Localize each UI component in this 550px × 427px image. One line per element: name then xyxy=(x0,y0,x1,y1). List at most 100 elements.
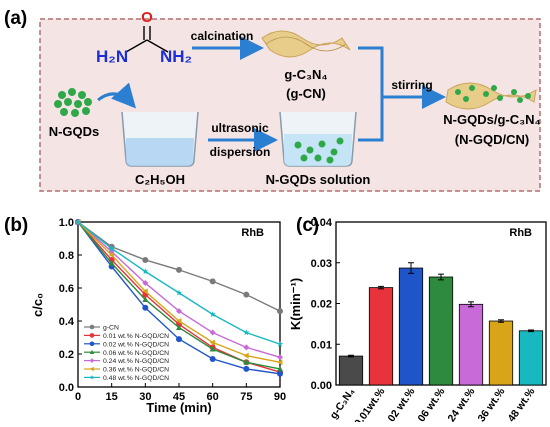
y-tick-label-b: 0.4 xyxy=(59,316,75,328)
legend-marker xyxy=(89,374,95,380)
annotation-c: RhB xyxy=(509,227,532,239)
y-tick-label-c: 0.00 xyxy=(311,380,332,392)
product-label: N-GQDs/g-C₃N₄ xyxy=(443,112,540,127)
solution-label: N-GQDs solution xyxy=(266,172,371,187)
legend-marker xyxy=(89,333,95,338)
data-point xyxy=(276,340,284,347)
x-tick-label-b: 0 xyxy=(75,391,81,403)
bar xyxy=(518,330,544,386)
data-point xyxy=(277,370,283,377)
data-point xyxy=(142,280,149,287)
panel-label-b: (b) xyxy=(4,215,28,236)
ngqds-dots xyxy=(54,88,92,117)
data-point xyxy=(209,329,216,336)
data-point xyxy=(176,308,182,315)
beaker-solution xyxy=(279,111,357,167)
y-tick-label-c: 0.01 xyxy=(311,339,332,351)
data-point xyxy=(243,359,250,365)
data-point xyxy=(243,291,250,298)
data-point xyxy=(243,352,249,359)
legend-label: 0.06 wt.% N-GQD/CN xyxy=(103,350,169,357)
legend-label: 0.01 wt.% N-GQD/CN xyxy=(103,333,169,340)
data-point xyxy=(209,278,216,285)
legend-b: g-CN0.01 wt.% N-GQD/CN0.02 wt.% N-GQD/CN… xyxy=(84,325,169,382)
data-point xyxy=(74,218,82,225)
axis-ticks-b: 0 15 30 45 60 75 90 0.0 0.2 0.4 0.6 0.8 1.0 xyxy=(59,217,286,403)
degradation-line-chart: (b) 0 15 30 45 60 75 90 0.0 0.2 0.4 0.6 0.8 1.0 g-CN… xyxy=(4,215,286,415)
data-point xyxy=(142,296,149,302)
data-point xyxy=(176,324,182,330)
y-tick-label-b: 0.2 xyxy=(59,349,74,361)
urea-molecule: O H₂N NH₂ xyxy=(96,9,192,66)
legend-marker xyxy=(89,366,94,372)
legend-label: g-CN xyxy=(103,325,119,332)
xlabel-b: Time (min) xyxy=(146,400,212,415)
ylabel-b: c/c₀ xyxy=(30,293,45,317)
legend-marker xyxy=(89,349,95,355)
panel-label-a: (a) xyxy=(4,8,27,29)
y-tick-label-c: 0.02 xyxy=(311,299,332,311)
x-tick-label-c: 0.06 wt.% xyxy=(411,385,448,422)
bar xyxy=(338,355,364,386)
bar xyxy=(428,276,454,386)
scheme-panel: (a) O H₂N NH₂ calcination g-C₃N₄ (g-CN) … xyxy=(4,8,541,192)
legend-label: 0.24 wt.% N-GQD/CN xyxy=(103,358,169,365)
gcn-abbr-label: (g-CN) xyxy=(286,86,326,101)
legend-label: 0.48 wt.% N-GQD/CN xyxy=(103,375,169,382)
data-point xyxy=(142,304,149,311)
legend-label: 0.02 wt.% N-GQD/CN xyxy=(103,341,169,348)
data-point xyxy=(142,268,149,275)
data-point xyxy=(176,336,182,343)
x-tick-label-b: 90 xyxy=(274,391,286,403)
data-point xyxy=(108,252,115,258)
y-tick-label-c: 0.03 xyxy=(311,258,332,270)
data-point xyxy=(108,260,115,266)
data-point xyxy=(176,318,182,324)
data-point xyxy=(142,288,148,295)
merge-bracket xyxy=(358,46,384,142)
ethanol-label: C₂H₅OH xyxy=(135,172,185,187)
stirring-label: stirring xyxy=(391,78,432,92)
ngqds-label: N-GQDs xyxy=(49,124,100,139)
x-tick-label-b: 60 xyxy=(207,391,219,403)
x-tick-label-b: 75 xyxy=(240,391,252,403)
y-tick-label-c: 0.04 xyxy=(311,217,333,229)
rate-constant-bar-chart: (c) 0.000.010.020.030.04 g-C₃N₄0.01wt.%0… xyxy=(288,215,547,427)
legend-marker xyxy=(89,324,95,330)
ylabel-c: K(min⁻¹) xyxy=(288,278,303,330)
data-point xyxy=(209,346,216,352)
bar xyxy=(398,267,424,386)
dispersion-label: dispersion xyxy=(210,145,271,159)
urea-amine-left: H₂N xyxy=(96,47,128,66)
x-tick-label-c: 0.24 wt.% xyxy=(441,385,478,422)
beaker-ethanol xyxy=(121,111,199,167)
x-tick-label-c: 0.02 wt.% xyxy=(381,385,418,422)
product-sheet-image xyxy=(445,82,537,110)
data-point xyxy=(277,308,283,315)
data-point xyxy=(209,311,216,318)
urea-amine-right: NH₂ xyxy=(160,47,192,66)
calcination-label: calcination xyxy=(191,29,254,43)
gcn-formula-label: g-C₃N₄ xyxy=(284,67,327,82)
data-point xyxy=(209,355,216,362)
y-tick-label-b: 0.8 xyxy=(59,250,74,262)
urea-bond-left xyxy=(125,39,148,53)
x-tick-label-b: 30 xyxy=(139,391,151,403)
legend-label: 0.36 wt.% N-GQD/CN xyxy=(103,367,169,374)
data-point xyxy=(243,329,250,336)
x-tick-label-c: 0.48 wt.% xyxy=(501,385,538,422)
urea-bond-right xyxy=(146,39,169,53)
legend-marker xyxy=(89,358,95,363)
x-tick-label-b: 45 xyxy=(173,391,185,403)
annotation-b: RhB xyxy=(241,227,264,239)
y-tick-label-b: 0.0 xyxy=(59,382,74,394)
data-point xyxy=(277,365,283,372)
data-point xyxy=(243,344,250,351)
y-tick-label-b: 1.0 xyxy=(59,217,74,229)
legend-marker xyxy=(89,341,95,347)
bar xyxy=(488,320,514,386)
series-lines-b xyxy=(74,218,284,377)
urea-oxygen: O xyxy=(141,9,153,26)
